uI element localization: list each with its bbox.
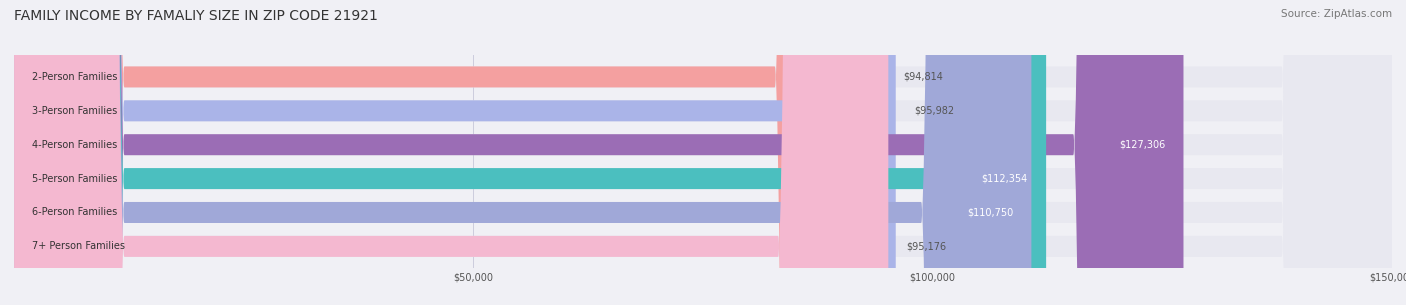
FancyBboxPatch shape: [14, 0, 1046, 305]
Text: $95,982: $95,982: [914, 106, 955, 116]
Text: Source: ZipAtlas.com: Source: ZipAtlas.com: [1281, 9, 1392, 19]
Text: $95,176: $95,176: [907, 241, 946, 251]
FancyBboxPatch shape: [14, 0, 1392, 305]
Text: $110,750: $110,750: [967, 207, 1012, 217]
Text: 3-Person Families: 3-Person Families: [32, 106, 118, 116]
FancyBboxPatch shape: [14, 0, 1184, 305]
Text: $94,814: $94,814: [904, 72, 943, 82]
Text: 6-Person Families: 6-Person Families: [32, 207, 118, 217]
FancyBboxPatch shape: [14, 0, 1392, 305]
Text: $112,354: $112,354: [981, 174, 1028, 184]
Text: 2-Person Families: 2-Person Families: [32, 72, 118, 82]
FancyBboxPatch shape: [14, 0, 896, 305]
FancyBboxPatch shape: [14, 0, 1392, 305]
FancyBboxPatch shape: [14, 0, 889, 305]
Text: FAMILY INCOME BY FAMALIY SIZE IN ZIP CODE 21921: FAMILY INCOME BY FAMALIY SIZE IN ZIP COD…: [14, 9, 378, 23]
FancyBboxPatch shape: [14, 0, 1392, 305]
Text: $127,306: $127,306: [1119, 140, 1166, 150]
FancyBboxPatch shape: [14, 0, 1032, 305]
Text: 5-Person Families: 5-Person Families: [32, 174, 118, 184]
FancyBboxPatch shape: [14, 0, 1392, 305]
FancyBboxPatch shape: [14, 0, 884, 305]
Text: 7+ Person Families: 7+ Person Families: [32, 241, 125, 251]
FancyBboxPatch shape: [14, 0, 1392, 305]
Text: 4-Person Families: 4-Person Families: [32, 140, 118, 150]
